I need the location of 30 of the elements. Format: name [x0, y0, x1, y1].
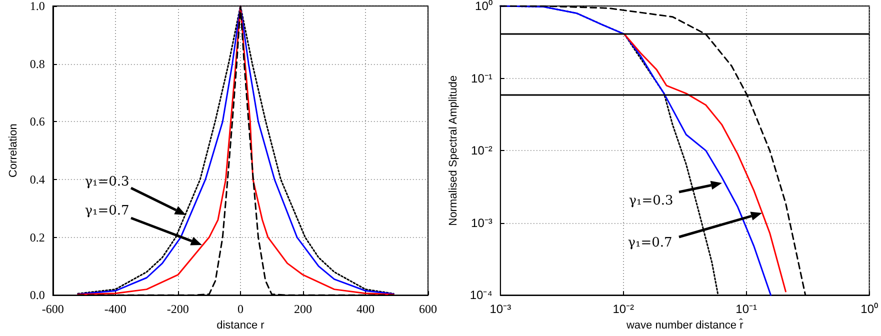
annotation: γ₁=0.3 — [84, 174, 130, 190]
x-tick-label: 600 — [419, 302, 437, 316]
y-tick-label: 0.0 — [30, 288, 45, 302]
y-axis-title: Correlation — [8, 124, 20, 178]
x-tick-label: 10⁰ — [860, 302, 878, 316]
annotation: γ₁=0.3 — [628, 193, 674, 208]
x-tick-label: 10⁻¹ — [736, 302, 758, 316]
y-tick-label: 10⁻³ — [471, 216, 492, 230]
x-axis-title: distance r — [216, 320, 265, 332]
annotation: γ₁=0.7 — [84, 203, 130, 218]
y-tick-label: 0.8 — [30, 56, 45, 71]
y-tick-label: 10⁰ — [475, 0, 492, 13]
x-tick-label: 10⁻² — [612, 302, 634, 316]
y-tick-label: 0.2 — [30, 230, 45, 244]
x-tick-label: 400 — [356, 302, 374, 316]
x-tick-label: 0 — [237, 302, 244, 316]
y-tick-label: 1.0 — [30, 0, 45, 13]
x-tick-label: 10⁻³ — [490, 302, 512, 316]
x-tick-label: 200 — [294, 302, 312, 316]
y-tick-label: 10⁻¹ — [471, 71, 492, 86]
x-tick-label: -600 — [42, 302, 64, 316]
annotation: γ₁=0.7 — [628, 235, 672, 250]
x-tick-label: -400 — [104, 302, 126, 316]
y-tick-label: 0.6 — [30, 114, 45, 129]
y-tick-label: 0.4 — [30, 172, 45, 186]
y-tick-label: 10⁻² — [471, 144, 492, 158]
y-axis-title: Normalised Spectral Amplitude — [448, 75, 460, 226]
x-axis-title: wave number distance r̂ — [625, 317, 744, 332]
y-tick-label: 10⁻⁴ — [470, 288, 492, 302]
x-tick-label: -200 — [166, 302, 189, 316]
